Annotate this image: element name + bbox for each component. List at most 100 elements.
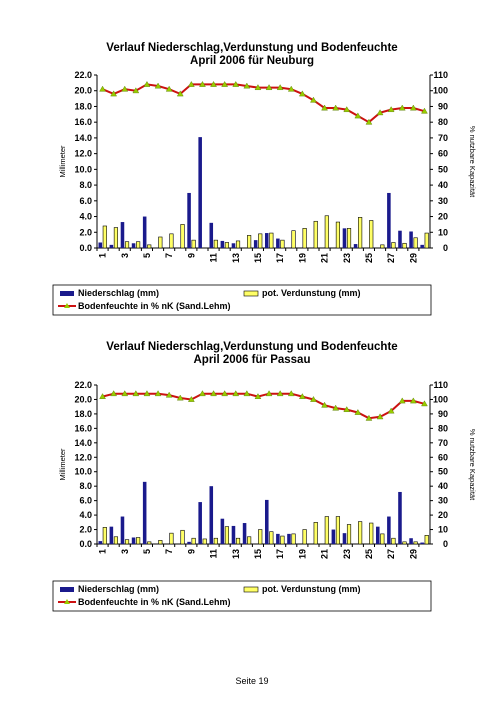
evap-bar [113, 536, 119, 545]
soil-moisture-point [199, 81, 206, 87]
legend-label-soil: Bodenfeuchte in % nK (Sand.Lehm) [78, 597, 231, 607]
precip-bar [264, 233, 269, 248]
precip-bar [109, 526, 114, 544]
evap-bar [235, 537, 241, 545]
soil-moisture-line [102, 392, 425, 420]
legend-label-evap: pot. Verdunstung (mm) [262, 584, 361, 594]
evap-bar [391, 537, 396, 545]
precip-bar [276, 533, 280, 544]
precip-bar [409, 538, 413, 544]
y-tick-label: 18.0 [74, 409, 92, 419]
soil-moisture-point [421, 107, 428, 114]
evap-bar [413, 541, 418, 545]
y2-axis-title: % nutzbare Kapazität [468, 126, 477, 198]
soil-moisture-point [365, 118, 373, 125]
chart-title-line1: Verlauf Niederschlag,Verdunstung und Bod… [106, 341, 397, 353]
y2-tick-label: 10 [438, 525, 448, 535]
evap-bar [380, 533, 385, 545]
soil-moisture-point [276, 84, 284, 90]
precip-bar [187, 192, 191, 248]
page-number: Seite 19 [235, 676, 269, 686]
soil-moisture-point [165, 85, 173, 92]
x-tick-label: 19 [297, 549, 307, 559]
chart-passau: Verlauf Niederschlag,Verdunstung und Bod… [52, 341, 477, 612]
precip-bar [387, 192, 391, 248]
soil-moisture-point [299, 90, 306, 97]
legend-swatch-soil-marker [64, 599, 70, 604]
soil-moisture-point [221, 81, 228, 87]
precip-bar [264, 499, 269, 544]
precip-bar [409, 231, 413, 248]
precip-bar [220, 240, 225, 248]
soil-moisture-point [99, 393, 106, 399]
legend-label-precip: Niederschlag (mm) [78, 288, 159, 298]
soil-moisture-point [188, 81, 195, 87]
soil-moisture-point [254, 84, 262, 90]
y-tick-label: 14.0 [74, 438, 92, 448]
precip-bar [120, 516, 125, 544]
soil-moisture-point [110, 390, 117, 397]
soil-moisture-point [365, 414, 373, 421]
x-tick-label: 19 [297, 253, 307, 263]
y-tick-label: 14.0 [74, 133, 92, 143]
x-tick-label: 9 [186, 549, 196, 554]
soil-moisture-point [321, 104, 328, 111]
y2-tick-label: 50 [438, 164, 448, 174]
precip-bar [131, 243, 136, 248]
legend-swatch-evap [243, 290, 259, 297]
y-tick-label: 0.0 [79, 539, 92, 549]
y-tick-label: 16.0 [74, 117, 92, 127]
precip-bar [398, 491, 402, 544]
x-tick-label: 11 [209, 253, 219, 263]
soil-moisture-point [398, 104, 406, 111]
soil-moisture-point [132, 87, 140, 94]
precip-bar [375, 526, 380, 544]
y2-tick-label: 30 [438, 496, 448, 506]
precip-bar [142, 216, 147, 248]
evap-bar [324, 516, 329, 545]
precip-bar [253, 240, 258, 248]
precip-bar [209, 486, 214, 544]
legend-label-evap: pot. Verdunstung (mm) [262, 288, 361, 298]
evap-bar [247, 536, 252, 545]
soil-moisture-point [398, 397, 406, 404]
legend-swatch-evap [243, 586, 259, 593]
evap-bar [380, 244, 385, 249]
evap-bar [269, 531, 274, 545]
soil-moisture-point [199, 390, 206, 397]
y-tick-label: 2.0 [79, 525, 92, 535]
y2-tick-label: 40 [438, 180, 448, 190]
precip-bar [342, 533, 347, 544]
evap-bar [424, 232, 429, 249]
soil-moisture-point [210, 390, 217, 397]
y-tick-label: 16.0 [74, 423, 92, 433]
evap-bar [180, 224, 185, 249]
soil-moisture-point [254, 393, 262, 399]
y2-tick-label: 0 [443, 243, 448, 253]
soil-moisture-line [102, 83, 425, 124]
evap-bar [313, 522, 318, 545]
evap-bar [280, 239, 285, 249]
y-tick-label: 6.0 [79, 496, 92, 506]
evap-bar [224, 526, 230, 545]
precip-bar [287, 533, 291, 544]
y-tick-label: 22.0 [74, 380, 92, 390]
evap-bar [424, 535, 429, 545]
y2-tick-label: 0 [443, 539, 448, 549]
evap-bar [291, 230, 296, 249]
soil-moisture-point [176, 90, 184, 97]
precip-bar [276, 238, 280, 248]
y-axis-title: Millimeter [58, 448, 67, 481]
evap-bar [369, 220, 374, 249]
soil-moisture-point [210, 81, 217, 87]
precip-bar [231, 525, 236, 544]
evap-bar [147, 244, 152, 249]
y2-tick-label: 30 [438, 196, 448, 206]
soil-moisture-point [232, 81, 240, 87]
x-tick-label: 29 [408, 549, 418, 559]
x-tick-label: 23 [342, 253, 352, 263]
y-tick-label: 20.0 [74, 86, 92, 96]
precip-bar [142, 481, 147, 544]
x-tick-label: 23 [342, 549, 352, 559]
plot-area: 0.0 2.0 4.0 6.0 8.0 10.0 12.0 14.0 16.0 18.0 20.0 2… [58, 380, 477, 559]
